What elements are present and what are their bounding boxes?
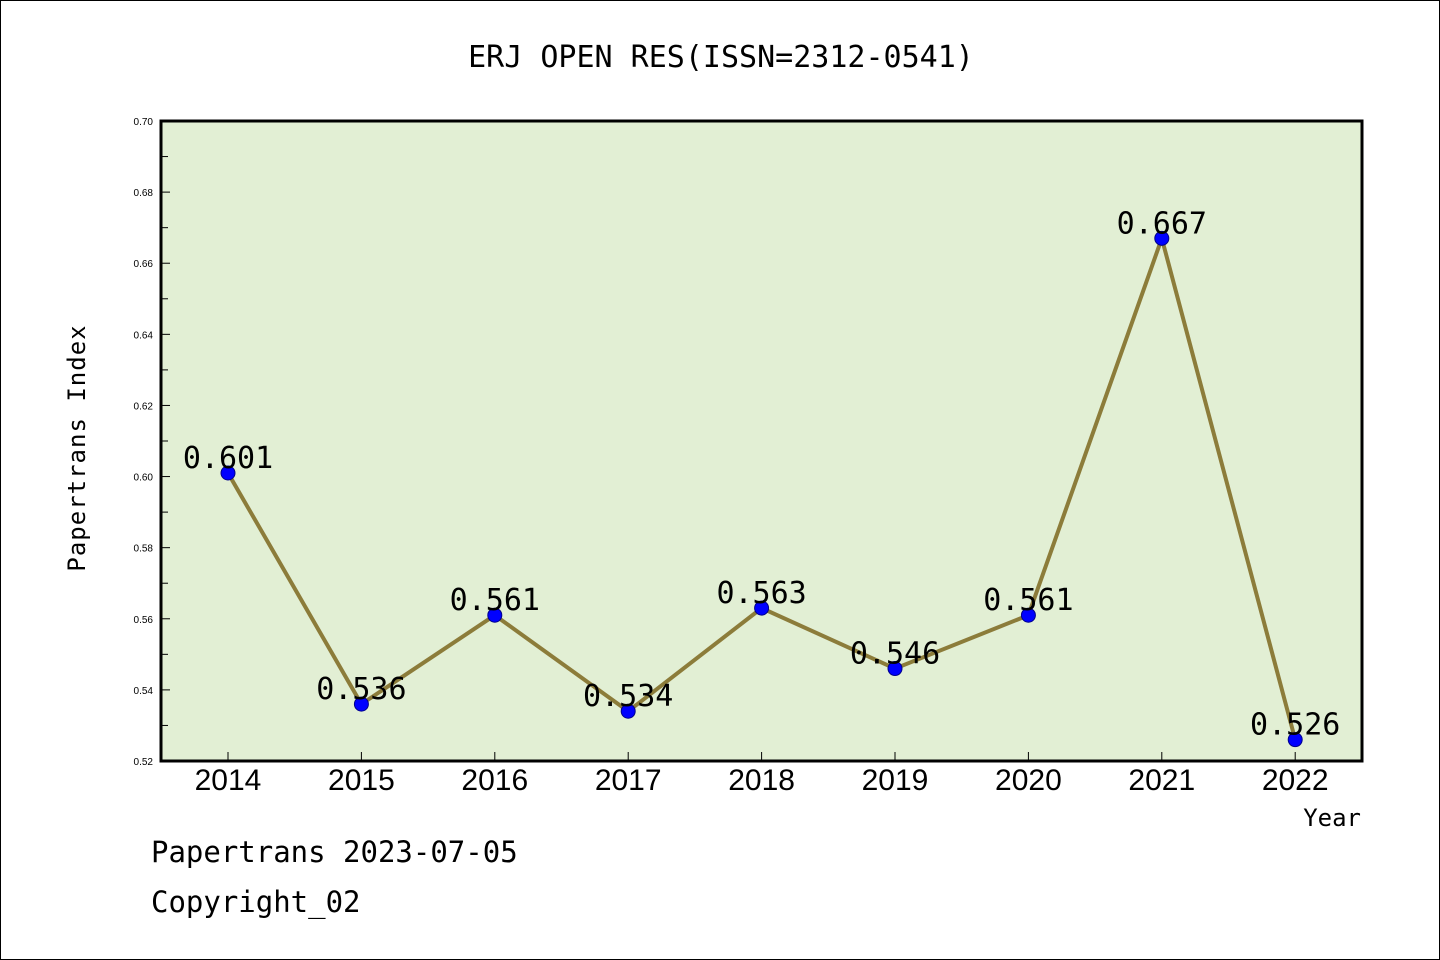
plot-area	[161, 121, 1362, 761]
data-label: 0.563	[716, 576, 806, 611]
y-tick-label: 0.56	[134, 615, 154, 626]
y-tick-label: 0.52	[134, 757, 154, 768]
x-tick-label: 2018	[728, 764, 795, 797]
data-point	[1154, 230, 1170, 246]
data-label: 0.534	[583, 679, 673, 714]
data-label: 0.561	[983, 583, 1073, 618]
data-label: 0.536	[316, 672, 406, 707]
x-tick-label: 2020	[995, 764, 1062, 797]
y-tick-label: 0.54	[134, 686, 154, 697]
x-tick-label: 2016	[461, 764, 528, 797]
series-layer: 0.601 0.536 0.561 0.534 0.563 0.546 0.561 0.667…	[183, 206, 1340, 748]
y-tick-label: 0.62	[134, 401, 154, 412]
footer-date-line: Papertrans 2023-07-05	[151, 835, 518, 869]
data-point	[487, 607, 503, 623]
y-tick-label: 0.60	[134, 473, 154, 484]
x-tick-label: 2015	[328, 764, 395, 797]
y-tick-label: 0.58	[134, 544, 154, 555]
data-point	[1020, 607, 1036, 623]
x-axis: 2014 2015 2016 2017 2018 2019 2020 2021 2022	[195, 752, 1329, 797]
data-point	[220, 465, 236, 481]
data-label: 0.667	[1117, 206, 1207, 241]
x-axis-label: Year	[1303, 804, 1361, 832]
plot-frame	[159, 119, 1364, 763]
y-axis-label: Papertrans Index	[63, 324, 91, 571]
y-tick-label: 0.66	[134, 259, 154, 270]
y-tick-label: 0.70	[134, 117, 154, 128]
x-tick-label: 2014	[195, 764, 262, 797]
x-tick-label: 2017	[595, 764, 662, 797]
data-label: 0.526	[1250, 708, 1340, 743]
data-label: 0.546	[850, 637, 940, 672]
chart-title: ERJ OPEN RES(ISSN=2312-0541)	[468, 40, 974, 75]
y-tick-label: 0.68	[134, 188, 154, 199]
data-label: 0.561	[450, 583, 540, 618]
x-tick-label: 2019	[862, 764, 929, 797]
data-point	[620, 703, 636, 719]
x-tick-label: 2022	[1262, 764, 1329, 797]
data-label: 0.601	[183, 441, 273, 476]
data-point	[754, 600, 770, 616]
data-point	[887, 661, 903, 677]
data-point	[353, 696, 369, 712]
x-tick-label: 2021	[1128, 764, 1195, 797]
data-point	[1287, 732, 1303, 748]
y-tick-label: 0.64	[134, 330, 154, 341]
footer-copyright-line: Copyright_02	[151, 885, 361, 919]
